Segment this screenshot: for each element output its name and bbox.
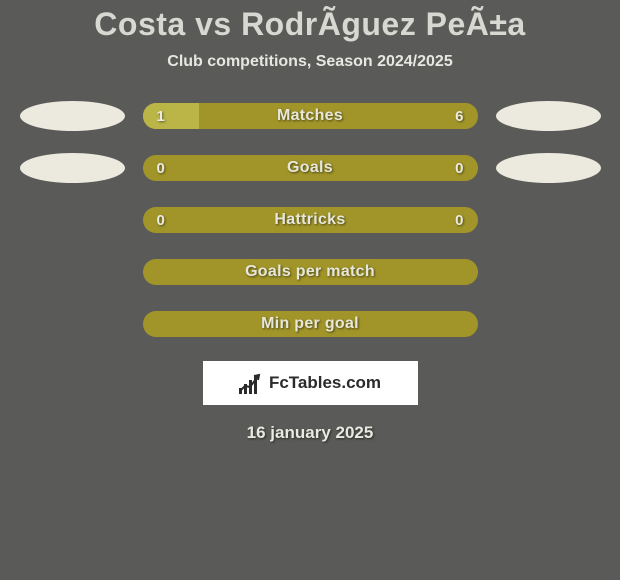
stat-row: Hattricks0 0 <box>0 205 620 235</box>
snapshot-date: 16 january 2025 <box>247 423 374 443</box>
logo-text: FcTables.com <box>269 373 381 393</box>
stat-bar: Matches1 6 <box>143 103 478 129</box>
stat-value-right: 0 <box>455 207 463 233</box>
fctables-logo: FcTables.com <box>203 361 418 405</box>
logo-text-bold: Fc <box>269 373 289 392</box>
stat-value-left: 0 <box>157 155 165 181</box>
stat-label: Goals per match <box>143 259 478 285</box>
logo-text-rest: Tables.com <box>289 373 381 392</box>
page-title: Costa vs RodrÃ­guez PeÃ±a <box>94 6 525 43</box>
stat-label: Min per goal <box>143 311 478 337</box>
stat-label: Goals <box>143 155 478 181</box>
stat-row: Min per goal <box>0 309 620 339</box>
stat-rows: Matches16Goals00Hattricks00Goals per mat… <box>0 101 620 339</box>
stat-bar: Hattricks0 0 <box>143 207 478 233</box>
stat-value-right: 0 <box>455 155 463 181</box>
stat-value-left: 0 <box>157 207 165 233</box>
stat-row: Goals per match <box>0 257 620 287</box>
stat-label: Hattricks <box>143 207 478 233</box>
stat-value-left: 1 <box>157 103 165 129</box>
stat-value-right: 6 <box>455 103 463 129</box>
page-subtitle: Club competitions, Season 2024/2025 <box>167 53 452 71</box>
stat-row: Matches1 6 <box>0 101 620 131</box>
stat-bar: Goals per match <box>143 259 478 285</box>
stat-bar: Goals0 0 <box>143 155 478 181</box>
trend-line-icon <box>239 372 261 394</box>
player-right-oval <box>496 101 601 131</box>
bar-chart-icon <box>239 372 261 394</box>
player-right-oval <box>496 153 601 183</box>
player-left-oval <box>20 101 125 131</box>
stat-row: Goals0 0 <box>0 153 620 183</box>
player-left-oval <box>20 153 125 183</box>
stat-bar: Min per goal <box>143 311 478 337</box>
stat-label: Matches <box>143 103 478 129</box>
